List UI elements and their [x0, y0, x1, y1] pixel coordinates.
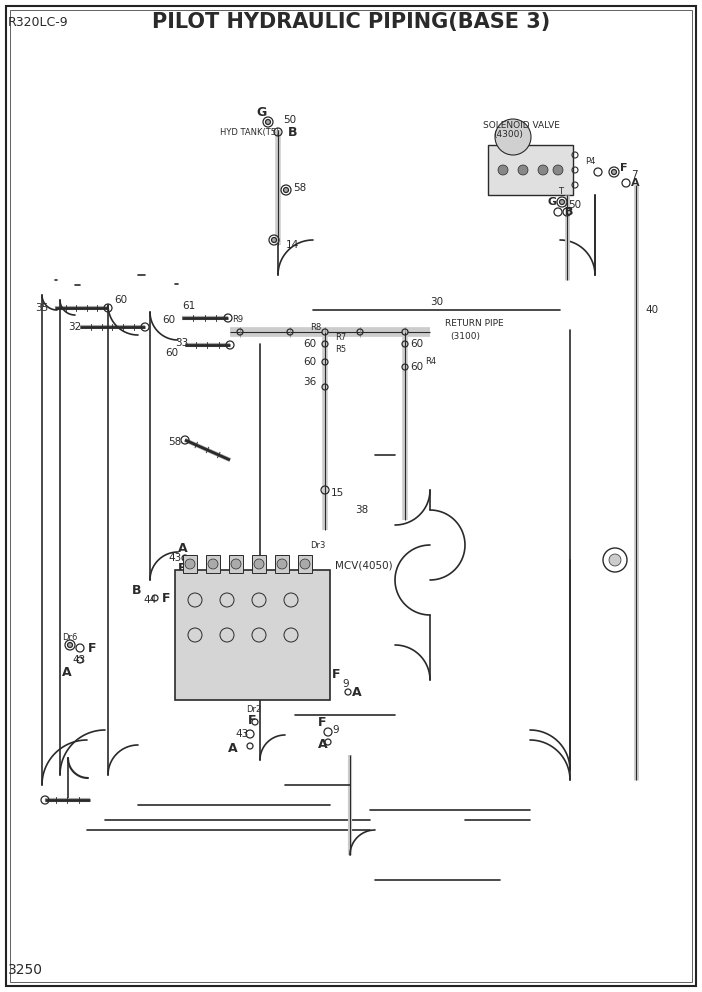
- Text: R8: R8: [310, 322, 322, 331]
- Text: 61: 61: [182, 301, 195, 311]
- Circle shape: [284, 187, 289, 192]
- Circle shape: [67, 643, 72, 648]
- Text: 9: 9: [332, 725, 338, 735]
- Text: 36: 36: [303, 377, 316, 387]
- Text: 50: 50: [568, 200, 581, 210]
- Text: F: F: [248, 713, 256, 726]
- Circle shape: [495, 119, 531, 155]
- Bar: [298, 555, 312, 573]
- Text: 58: 58: [293, 183, 306, 193]
- Circle shape: [254, 559, 264, 569]
- Text: G: G: [548, 197, 557, 207]
- Text: B: B: [565, 207, 574, 217]
- Text: T: T: [558, 187, 563, 196]
- Text: F: F: [332, 669, 340, 682]
- Bar: [275, 555, 289, 573]
- Text: 58: 58: [168, 437, 181, 447]
- Text: 7: 7: [631, 170, 637, 180]
- Text: 30: 30: [430, 297, 443, 307]
- Text: 33: 33: [175, 338, 188, 348]
- Text: 60: 60: [165, 348, 178, 358]
- Text: Dr2: Dr2: [246, 705, 261, 714]
- Circle shape: [611, 170, 616, 175]
- Text: 9: 9: [342, 679, 349, 689]
- Text: G: G: [256, 105, 266, 118]
- Text: 60: 60: [303, 339, 316, 349]
- Text: R5: R5: [335, 345, 346, 354]
- Circle shape: [185, 559, 195, 569]
- Text: RETURN PIPE: RETURN PIPE: [445, 319, 503, 328]
- Text: (3100): (3100): [450, 331, 480, 340]
- Bar: [175, 570, 330, 700]
- Text: HYD TANK(T5): HYD TANK(T5): [220, 128, 279, 137]
- Text: Dr7: Dr7: [186, 690, 201, 699]
- Text: 44: 44: [143, 595, 157, 605]
- Text: 43: 43: [235, 729, 249, 739]
- Circle shape: [538, 165, 548, 175]
- Text: P4: P4: [585, 158, 595, 167]
- Text: 35: 35: [35, 303, 48, 313]
- Text: B: B: [132, 583, 142, 596]
- Text: 60: 60: [410, 362, 423, 372]
- Text: A: A: [352, 686, 362, 699]
- Circle shape: [553, 165, 563, 175]
- Text: 60: 60: [303, 357, 316, 367]
- Text: 60: 60: [162, 315, 175, 325]
- Circle shape: [231, 559, 241, 569]
- Circle shape: [272, 237, 277, 242]
- Text: A: A: [631, 178, 640, 188]
- Text: 43: 43: [168, 553, 181, 563]
- Text: A: A: [228, 741, 237, 755]
- Circle shape: [277, 559, 287, 569]
- Circle shape: [609, 554, 621, 566]
- Text: SOLENOID VALVE: SOLENOID VALVE: [483, 120, 560, 130]
- Circle shape: [265, 119, 270, 125]
- Text: Dr6: Dr6: [62, 634, 77, 643]
- Circle shape: [559, 199, 564, 204]
- Text: MCV(4050): MCV(4050): [335, 560, 392, 570]
- Text: 38: 38: [355, 505, 369, 515]
- Text: F: F: [178, 561, 187, 574]
- Text: (4300): (4300): [493, 131, 523, 140]
- Bar: [488, 145, 573, 195]
- Text: A: A: [318, 738, 328, 752]
- Text: Dr1: Dr1: [210, 626, 225, 635]
- Text: A: A: [62, 666, 72, 679]
- Text: F: F: [620, 163, 628, 173]
- Circle shape: [208, 559, 218, 569]
- Text: F: F: [318, 715, 326, 728]
- Text: F: F: [162, 591, 171, 604]
- Text: Dr3: Dr3: [310, 541, 325, 550]
- Text: 32: 32: [68, 322, 81, 332]
- Text: 43: 43: [72, 655, 85, 665]
- Text: B: B: [288, 127, 298, 140]
- Bar: [206, 555, 220, 573]
- Circle shape: [498, 165, 508, 175]
- Text: 60: 60: [410, 339, 423, 349]
- Circle shape: [518, 165, 528, 175]
- Text: R4: R4: [425, 357, 436, 366]
- Text: 40: 40: [645, 305, 658, 315]
- Text: 60: 60: [114, 295, 127, 305]
- Text: PG: PG: [308, 668, 319, 677]
- Text: PILOT HYDRAULIC PIPING(BASE 3): PILOT HYDRAULIC PIPING(BASE 3): [152, 12, 550, 32]
- Text: R320LC-9: R320LC-9: [8, 16, 69, 29]
- Text: 14: 14: [286, 240, 299, 250]
- Circle shape: [300, 559, 310, 569]
- Bar: [183, 555, 197, 573]
- Text: R7: R7: [335, 332, 346, 341]
- Text: A: A: [178, 542, 187, 555]
- Text: F: F: [88, 642, 96, 655]
- Text: 50: 50: [283, 115, 296, 125]
- Text: 15: 15: [331, 488, 344, 498]
- Text: 3250: 3250: [8, 963, 43, 977]
- Text: R9: R9: [232, 315, 243, 324]
- Bar: [252, 555, 266, 573]
- Bar: [229, 555, 243, 573]
